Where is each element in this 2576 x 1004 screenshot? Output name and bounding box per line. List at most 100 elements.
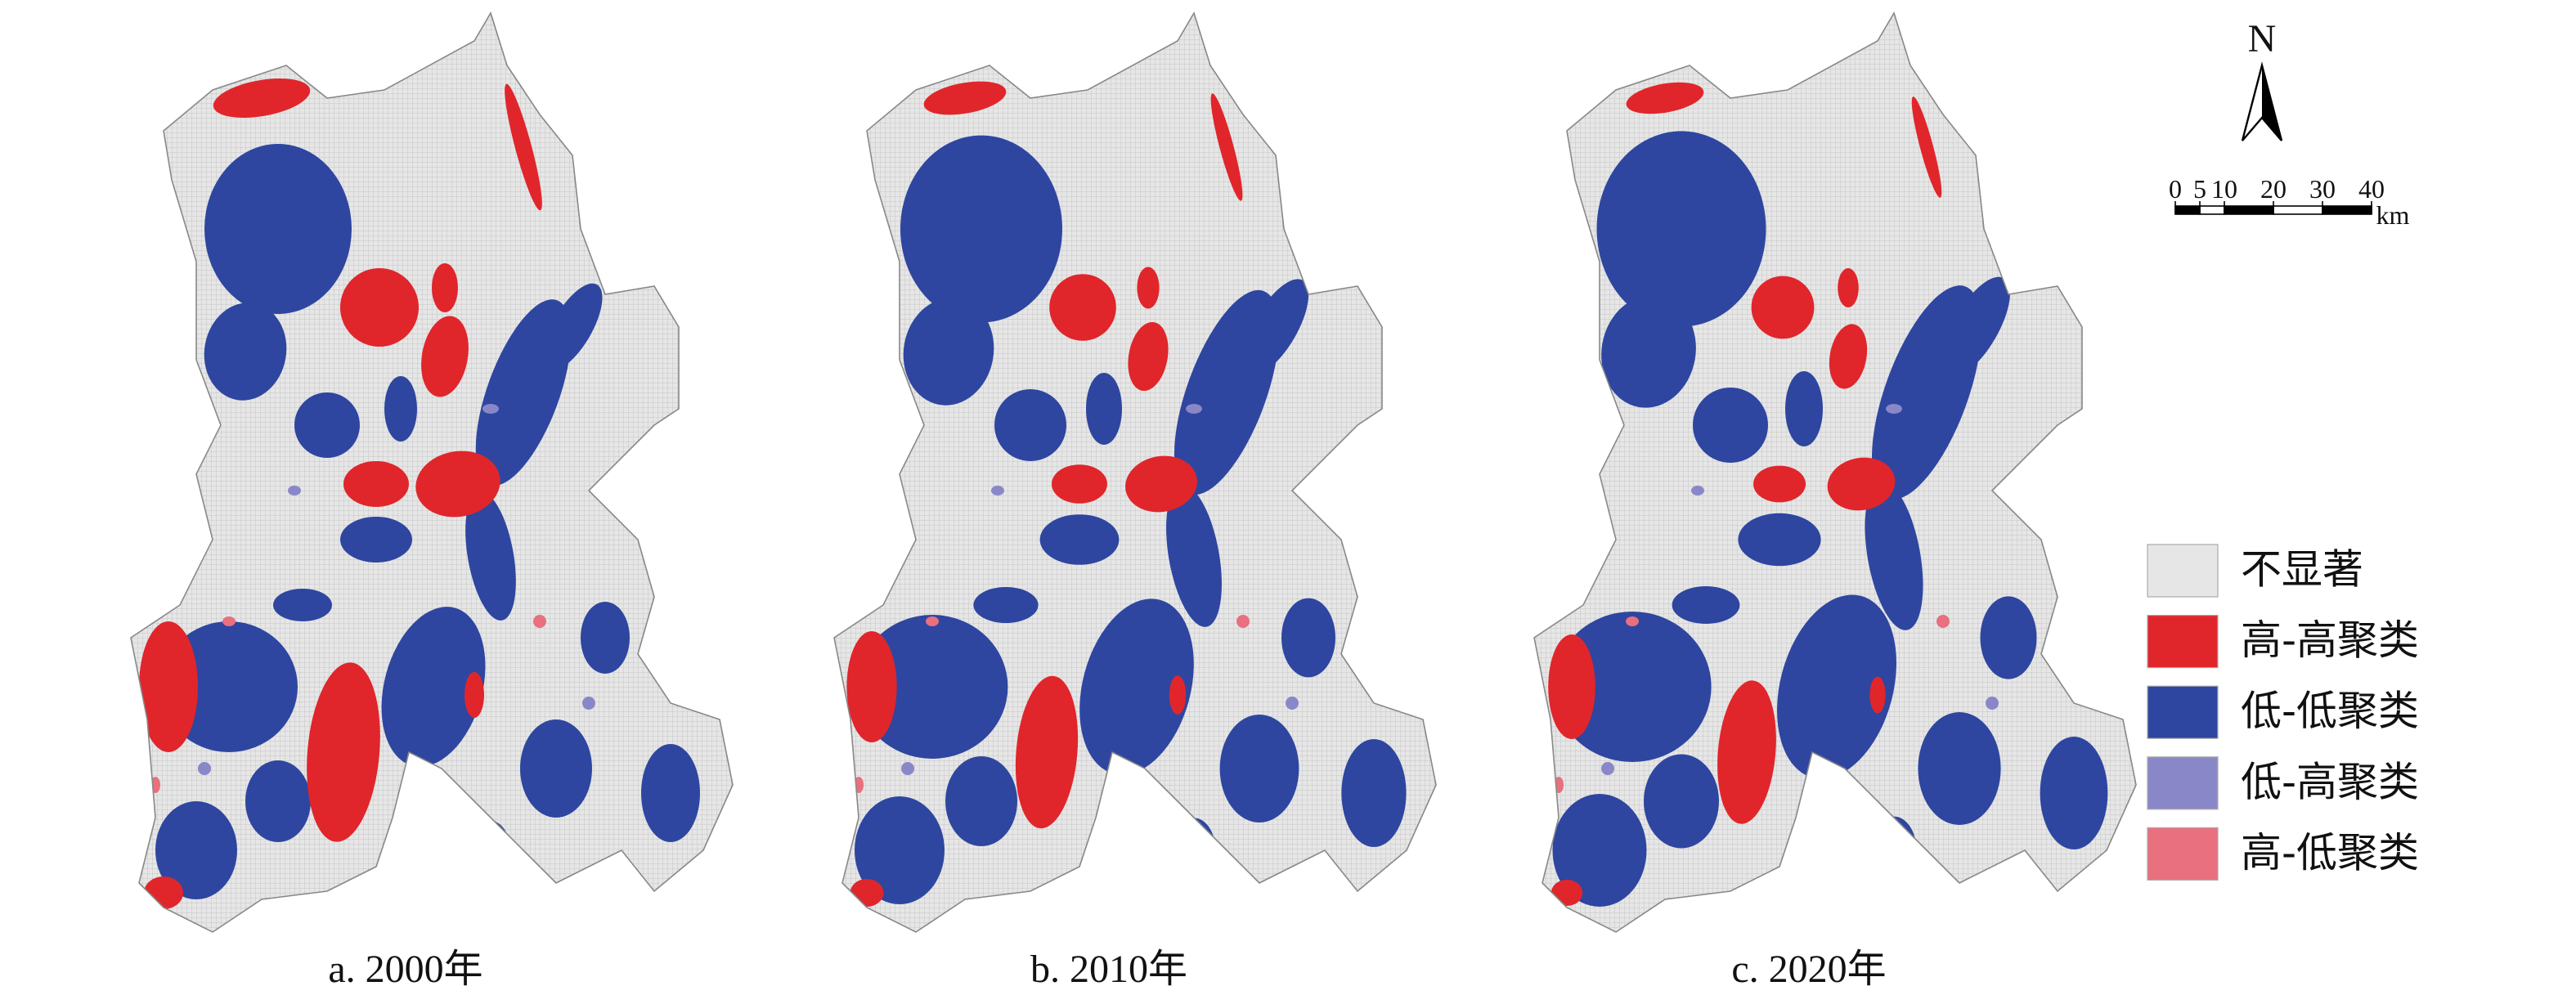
cluster-patch — [1601, 762, 1614, 775]
legend-label: 不显著 — [2241, 546, 2363, 594]
cluster-patch — [1777, 594, 1896, 779]
legend-label: 高-高聚类 — [2241, 616, 2419, 664]
cluster-patch — [856, 615, 1008, 759]
cluster-patch — [294, 392, 360, 458]
cluster-patch — [1219, 715, 1299, 822]
cluster-patch — [384, 376, 417, 441]
cluster-patch — [923, 81, 1007, 115]
cluster-patch — [340, 517, 412, 563]
cluster-patch — [213, 78, 311, 119]
cluster-patch — [861, 495, 905, 585]
cluster-patch — [1693, 388, 1768, 463]
cluster-layer — [846, 81, 1407, 921]
map-panel: c. 2020年 — [1533, 12, 2137, 991]
legend-swatch — [2147, 827, 2219, 881]
cluster-patch — [198, 762, 211, 775]
cluster-patch — [1281, 598, 1335, 678]
scale-unit: km — [2376, 200, 2410, 230]
cluster-patch — [850, 879, 884, 907]
cluster-patch — [846, 631, 897, 742]
cluster-patch — [415, 450, 500, 518]
cluster-patch — [139, 621, 198, 752]
cluster-patch — [1936, 615, 1950, 628]
cluster-patch — [370, 911, 383, 921]
cluster-patch — [482, 404, 499, 414]
map-panel: a. 2000年 — [130, 12, 734, 991]
legend-label: 高-低聚类 — [2241, 829, 2419, 876]
cluster-patch — [1785, 371, 1823, 446]
cluster-patch — [641, 744, 700, 842]
cluster-patch — [1838, 268, 1859, 307]
legend-swatch — [2147, 756, 2219, 810]
panel-caption: b. 2010年 — [1030, 948, 1187, 991]
scale-segment — [2174, 205, 2201, 215]
map-panel: b. 2010年 — [833, 12, 1437, 991]
cluster-patch — [1125, 455, 1197, 513]
cluster-patch — [582, 697, 595, 710]
map-panels: a. 2000年 b. 2010年 c. 2020年 — [130, 12, 2137, 991]
cluster-patch — [1286, 697, 1299, 710]
north-arrow-half — [2262, 65, 2282, 141]
cluster-patch — [421, 316, 469, 397]
cluster-patch — [1166, 485, 1222, 627]
cluster-patch — [1869, 676, 1886, 714]
north-arrow: N — [2241, 17, 2283, 141]
cluster-patch — [581, 602, 630, 674]
cluster-patch — [1986, 697, 1999, 710]
cluster-patch — [1601, 295, 1696, 408]
cluster-patch — [471, 821, 510, 880]
cluster-patch — [1552, 794, 1647, 907]
cluster-patch — [520, 719, 592, 818]
cluster-patch — [1596, 131, 1766, 327]
scale-tick-label: 5 — [2193, 174, 2206, 204]
scale-tick-label: 10 — [2211, 174, 2237, 204]
cluster-patch — [1753, 465, 1806, 503]
cluster-patch — [432, 263, 458, 312]
cluster-patch — [1073, 911, 1086, 921]
cluster-patch — [1829, 324, 1868, 389]
cluster-patch — [1553, 612, 1712, 762]
cluster-patch — [160, 621, 298, 752]
cluster-patch — [855, 796, 945, 904]
cluster-patch — [1644, 754, 1719, 849]
scale-segment — [2273, 205, 2323, 215]
cluster-patch — [204, 303, 287, 401]
cluster-patch — [1086, 373, 1122, 445]
cluster-patch — [1717, 680, 1776, 824]
cluster-patch — [465, 491, 516, 621]
cluster-patch — [273, 589, 332, 621]
legend-label: 低-高聚类 — [2241, 758, 2419, 805]
cluster-patch — [1626, 82, 1704, 114]
cluster-patch — [307, 662, 380, 842]
cluster-patch — [1691, 486, 1704, 495]
cluster-patch — [1918, 712, 2001, 825]
cluster-patch — [1626, 616, 1639, 626]
scale-segment — [2199, 205, 2225, 215]
cluster-patch — [945, 756, 1017, 846]
cluster-patch — [1773, 911, 1786, 921]
cluster-patch — [901, 762, 914, 775]
north-label: N — [2248, 17, 2277, 61]
cluster-patch — [1236, 615, 1250, 628]
cluster-patch — [144, 876, 183, 909]
cluster-patch — [1128, 321, 1169, 392]
legend-swatch — [2147, 614, 2219, 669]
cluster-patch — [1137, 267, 1160, 309]
cluster-patch — [533, 615, 546, 628]
cluster-patch — [991, 486, 1004, 495]
cluster-patch — [245, 760, 311, 842]
cluster-patch — [2040, 737, 2108, 849]
cluster-patch — [1548, 634, 1595, 739]
cluster-patch — [1186, 404, 1202, 414]
cluster-patch — [1052, 464, 1107, 504]
cluster-patch — [1049, 274, 1116, 341]
cluster-patch — [464, 672, 484, 718]
cluster-patch — [1871, 816, 1917, 885]
scale-tick-label: 30 — [2309, 174, 2336, 204]
scale-segment — [2224, 205, 2274, 215]
cluster-patch — [1738, 513, 1821, 567]
scale-segment — [2322, 205, 2372, 215]
